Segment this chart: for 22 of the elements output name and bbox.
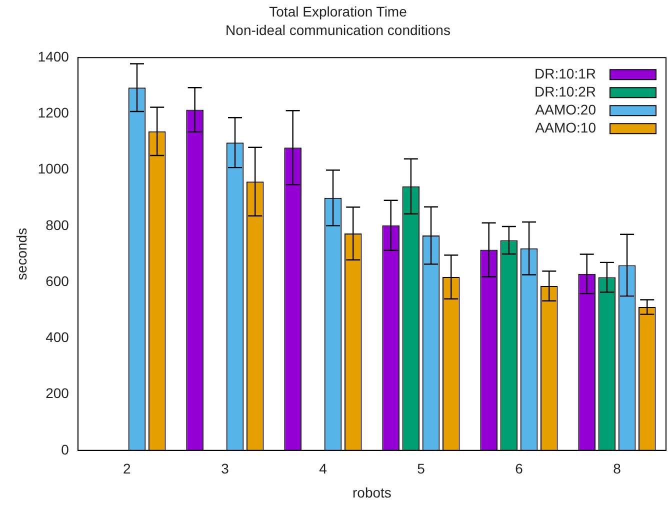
y-tick-label: 0 (61, 441, 70, 458)
legend-label: AAMO:20 (535, 101, 596, 118)
chart-title: Total Exploration Time (269, 3, 408, 20)
legend-label: AAMO:10 (535, 119, 596, 136)
x-axis-title: robots (352, 484, 392, 500)
x-tick-label: 8 (613, 460, 622, 477)
y-tick-label: 1200 (38, 104, 70, 121)
y-tick-label: 400 (46, 329, 70, 346)
x-tick-label: 4 (319, 460, 328, 477)
y-tick-label: 1400 (38, 48, 70, 64)
x-tick-label: 5 (417, 460, 426, 477)
y-tick-label: 1000 (38, 160, 70, 177)
legend-label: DR:10:2R (534, 83, 596, 100)
x-tick-label: 6 (515, 460, 524, 477)
y-tick-label: 800 (46, 216, 70, 233)
y-tick-label: 600 (46, 272, 70, 289)
x-tick-label: 3 (221, 460, 230, 477)
legend-label: DR:10:1R (534, 65, 596, 82)
x-tick-label: 2 (123, 460, 132, 477)
chart-subtitle: Non-ideal communication conditions (226, 22, 450, 38)
y-axis-title: seconds (13, 228, 30, 280)
y-tick-label: 200 (46, 385, 70, 402)
